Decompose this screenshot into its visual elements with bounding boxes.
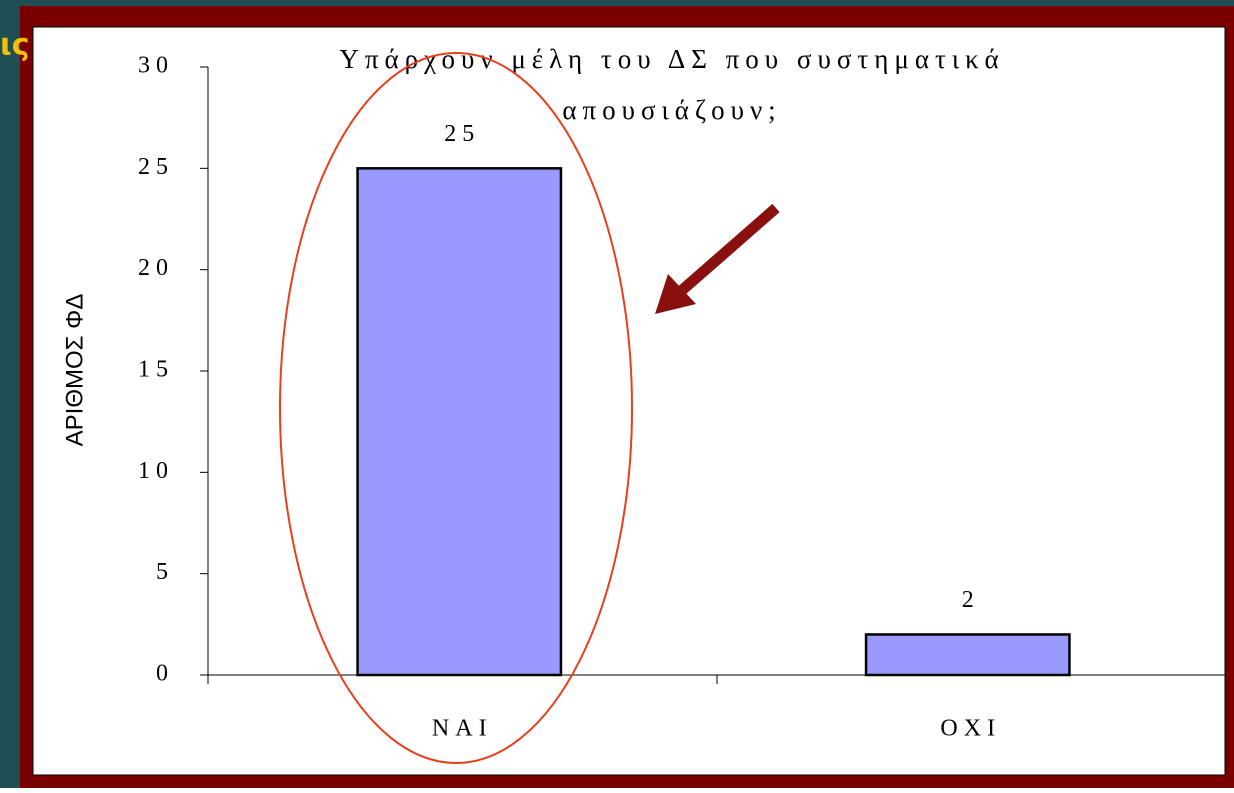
chart-title: Υπάρχουν μέλη του ΔΣ που συστηματικά: [339, 44, 1004, 74]
data-label: 25: [444, 121, 480, 147]
bar: [356, 167, 563, 677]
y-tick-label: 25: [138, 154, 174, 180]
y-tick-label: 20: [138, 255, 174, 281]
highlight-ellipse: [279, 52, 633, 764]
chart-title: απουσιάζουν;: [562, 95, 781, 125]
y-tick-label: 30: [138, 53, 174, 79]
bar: [864, 633, 1071, 677]
y-axis-label: ΑΡΙΘΜΟΣ ΦΔ: [61, 294, 88, 447]
arrow-shaft: [676, 203, 780, 297]
x-tick-label: ΝΑΙ: [432, 716, 493, 742]
arrow-head: [655, 274, 696, 314]
corner-text: ις: [0, 28, 29, 63]
y-tick-label: 0: [156, 661, 174, 687]
x-tick-label: ΟΧΙ: [940, 716, 1001, 742]
y-tick-label: 5: [156, 559, 174, 585]
y-tick-label: 10: [138, 458, 174, 484]
data-label: 2: [962, 587, 980, 613]
y-tick-label: 15: [138, 357, 174, 383]
